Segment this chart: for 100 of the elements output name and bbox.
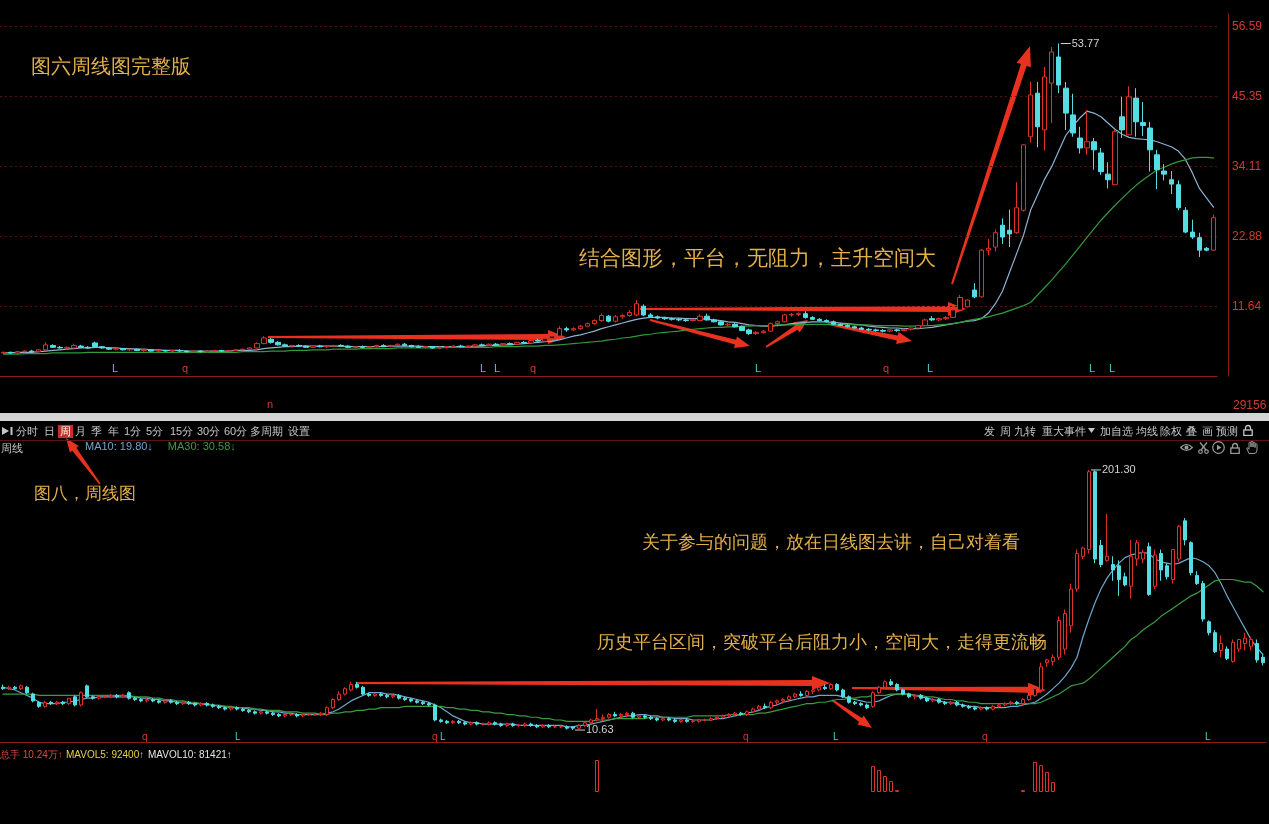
text: 周 [1000,425,1011,438]
candlestick [655,315,660,320]
candlestick [697,718,701,724]
candlestick [925,696,929,703]
annotation: q [182,362,189,375]
candlestick [1063,609,1067,656]
text: q [982,731,988,743]
candlestick [997,703,1001,709]
candlestick [931,697,935,703]
candlestick [385,693,389,699]
candlestick [1153,548,1157,590]
text: 九转 [1014,425,1036,438]
candlestick [163,699,167,705]
candlestick [433,703,437,722]
line-series [2,156,1215,355]
text: 29156 [1233,398,1267,413]
candlestick [1183,517,1187,546]
candlestick [199,701,203,707]
candlestick [325,705,329,717]
candlestick [673,718,677,724]
candlestick [838,322,843,327]
candlestick [986,238,991,256]
candlestick [445,719,449,725]
candlestick [883,679,887,690]
candlestick [115,693,119,699]
candlestick [1140,101,1146,137]
candlestick [265,709,269,716]
candlestick [661,716,665,722]
candlestick [775,320,780,326]
candlestick [852,325,857,330]
candlestick [29,349,34,353]
annotation: L [755,362,762,375]
candlestick [1070,93,1076,138]
candlestick [768,321,773,333]
candlestick [955,700,959,707]
candlestick [379,692,383,698]
candlestick [763,703,767,710]
candlestick [13,685,17,691]
candlestick [529,722,533,728]
candlestick [585,321,590,328]
candlestick [973,705,977,711]
candlestick [894,328,900,333]
candlestick [1207,619,1211,636]
candlestick [577,723,581,731]
candlestick [91,694,95,701]
candlestick [781,697,785,705]
bar [877,769,881,792]
bar [1033,761,1037,792]
text: q [142,731,148,743]
candlestick [810,315,815,321]
candlestick [229,705,233,711]
candlestick [835,682,839,692]
candlestick [1021,697,1025,706]
candlestick [1213,629,1217,654]
candlestick [592,318,597,326]
candlestick [43,700,47,709]
candlestick [1063,81,1069,131]
candlestick [22,349,27,353]
candlestick [113,347,119,351]
candlestick [793,692,797,699]
candlestick [805,689,809,698]
candlestick [170,349,175,353]
candlestick [1133,87,1139,138]
candlestick [391,693,395,699]
candlestick [841,688,845,699]
candlestick [184,349,189,353]
candlestick [148,348,154,353]
candlestick [583,720,587,728]
candlestick [289,344,295,348]
candlestick [97,694,101,701]
candlestick [1211,214,1216,252]
candlestick [1237,639,1241,653]
candlestick [613,711,617,718]
candlestick [1015,700,1019,706]
candlestick [437,346,442,350]
candlestick [709,716,713,722]
candlestick [853,700,857,706]
candlestick [373,692,377,698]
candlestick [1261,654,1265,666]
candlestick [145,697,149,703]
candlestick [1007,209,1012,248]
candlestick [1219,634,1223,658]
annotation: L [494,362,501,375]
candlestick [859,326,864,331]
candlestick [331,697,335,710]
candlestick [889,678,893,687]
y-tick-label: 11.64 [1232,298,1262,313]
candlestick [409,344,414,348]
candlestick [1189,540,1193,576]
candlestick [817,317,822,322]
candlestick [721,714,725,720]
text: MA30: 30.58↓ [167,439,236,452]
candlestick [523,722,527,728]
text: 多周期 [250,425,283,438]
text: q [743,731,749,743]
candlestick [283,712,287,718]
candlestick [641,303,646,317]
candlestick [247,708,251,714]
candlestick [67,697,71,706]
candlestick [457,719,461,725]
